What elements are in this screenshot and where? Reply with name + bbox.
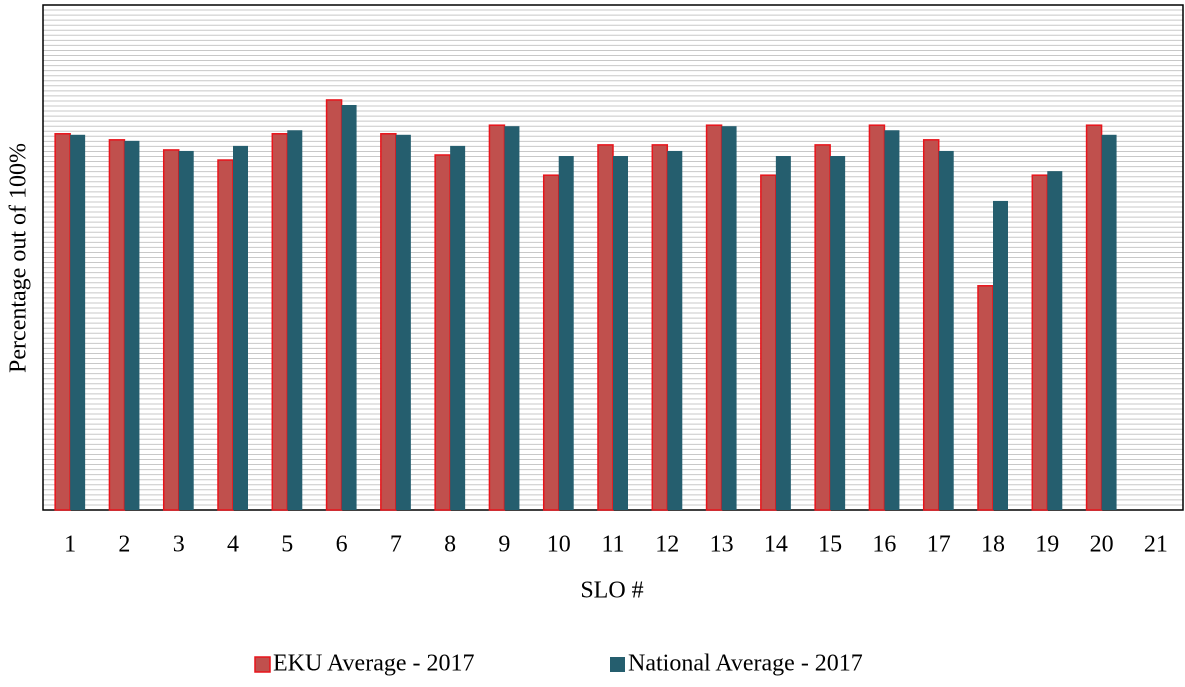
bar [993, 200, 1008, 510]
bar [325, 99, 343, 511]
bar [558, 155, 574, 510]
bar [54, 133, 71, 511]
x-tick-label: 13 [710, 532, 734, 558]
x-tick-label: 19 [1035, 532, 1059, 558]
bar [705, 124, 723, 511]
bar [395, 134, 411, 510]
x-tick-label: 16 [872, 532, 896, 558]
bar [830, 155, 846, 510]
x-tick-label: 12 [655, 532, 679, 558]
bar [1085, 124, 1103, 511]
x-tick-label: 21 [1144, 532, 1168, 558]
x-axis-label: SLO # [580, 578, 643, 604]
x-tick-label: 10 [547, 532, 571, 558]
bar [108, 139, 126, 511]
x-tick-label: 18 [981, 532, 1005, 558]
bar [667, 150, 683, 510]
legend-label: National Average - 2017 [628, 651, 863, 677]
bar [434, 154, 451, 511]
bar [760, 174, 777, 511]
legend-swatch [610, 657, 625, 672]
x-tick-label: 8 [444, 532, 456, 558]
x-tick-label: 5 [281, 532, 293, 558]
bar [162, 149, 180, 511]
x-tick-label: 20 [1090, 532, 1114, 558]
bar [721, 126, 737, 510]
bar [938, 150, 954, 510]
bar [542, 174, 560, 511]
x-tick-label: 2 [118, 532, 130, 558]
legend-swatch [254, 656, 271, 673]
x-tick-label: 17 [927, 532, 951, 558]
bar [124, 140, 140, 510]
bar [380, 133, 397, 511]
x-tick-label: 1 [64, 532, 76, 558]
bar [1031, 174, 1049, 511]
bar [70, 134, 86, 510]
x-tick-label: 11 [601, 532, 624, 558]
bar [233, 145, 248, 510]
bar [884, 130, 900, 511]
bar [1047, 171, 1063, 510]
bar [651, 144, 669, 511]
x-tick-label: 3 [173, 532, 185, 558]
bar [868, 124, 886, 511]
x-tick-label: 9 [498, 532, 510, 558]
bar [775, 155, 791, 510]
bar [977, 285, 994, 511]
bar [504, 126, 520, 510]
bar [271, 133, 289, 511]
bar [1101, 134, 1117, 510]
bar [488, 124, 506, 511]
bar [613, 155, 628, 510]
x-tick-label: 6 [336, 532, 348, 558]
x-tick-label: 14 [764, 532, 788, 558]
x-tick-label: 7 [390, 532, 402, 558]
bar [287, 130, 303, 511]
x-tick-label: 15 [818, 532, 842, 558]
bar [217, 159, 234, 511]
bar [597, 144, 614, 511]
legend-label: EKU Average - 2017 [273, 651, 475, 677]
y-axis-label: Percentage out of 100% [6, 143, 32, 373]
bar [178, 150, 194, 510]
bar [922, 139, 940, 511]
x-tick-label: 4 [227, 532, 239, 558]
bar [341, 104, 357, 511]
bar [450, 145, 466, 510]
bar [814, 144, 831, 511]
